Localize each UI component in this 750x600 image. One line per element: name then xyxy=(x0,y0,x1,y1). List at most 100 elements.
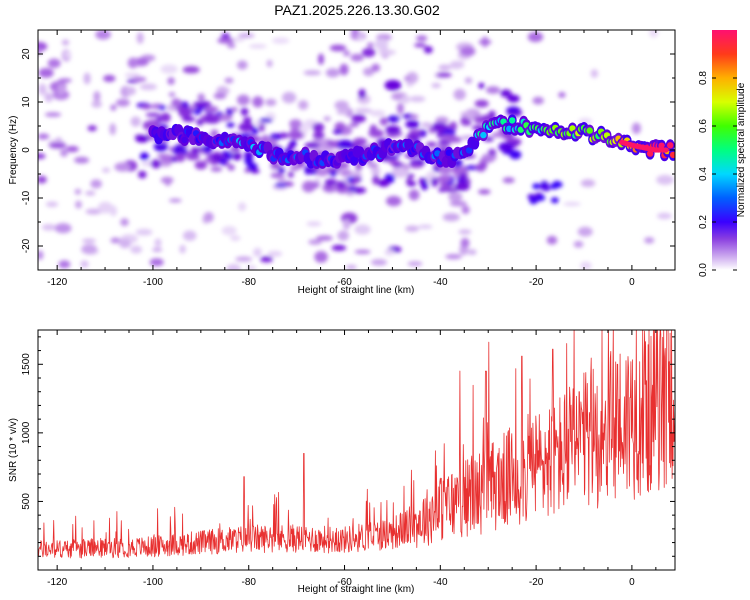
heatmap-cell xyxy=(580,179,596,188)
heatmap-cell xyxy=(314,251,328,263)
heatmap-cell xyxy=(270,172,284,179)
heatmap-cell xyxy=(454,181,470,191)
colorbar-label: Normalized spectral amplitude xyxy=(736,82,747,217)
heatmap-cell xyxy=(60,148,68,157)
x-tick-label: -40 xyxy=(433,277,448,288)
spectrogram-xlabel: Height of straight line (km) xyxy=(298,285,415,296)
heatmap-cell xyxy=(337,230,350,241)
colorbar-tick-label: 0.8 xyxy=(698,71,709,85)
heatmap-cell xyxy=(474,99,489,108)
heatmap-cell xyxy=(244,156,254,165)
heatmap-cell xyxy=(278,166,285,174)
snr-background xyxy=(38,330,675,570)
heatmap-cell xyxy=(308,239,322,245)
heatmap-cell xyxy=(448,192,463,202)
heatmap-cell xyxy=(478,39,492,45)
heatmap-cell xyxy=(408,129,423,134)
heatmap-cell xyxy=(85,190,96,196)
heatmap-cell xyxy=(527,193,536,200)
heatmap-cell xyxy=(580,261,592,270)
heatmap-cell xyxy=(145,112,161,117)
heatmap-cell xyxy=(172,148,188,155)
heatmap-cell xyxy=(465,147,473,154)
heatmap-cell xyxy=(387,115,400,123)
heatmap-cell xyxy=(464,77,473,84)
heatmap-cell xyxy=(386,195,402,207)
heatmap-cell xyxy=(48,142,67,149)
heatmap-cell xyxy=(80,260,89,268)
heatmap-cell xyxy=(366,162,379,168)
heatmap-cell xyxy=(175,153,186,162)
y-tick-label: 1500 xyxy=(21,353,32,376)
heatmap-cell xyxy=(345,265,357,270)
colorbar-tick-label: 0.4 xyxy=(698,167,709,181)
heatmap-cell xyxy=(203,212,214,223)
heatmap-cell xyxy=(372,175,380,185)
heatmap-cell xyxy=(253,247,262,257)
heatmap-cell xyxy=(384,80,402,91)
heatmap-cell xyxy=(326,140,335,146)
heatmap-cell xyxy=(203,113,215,124)
heatmap-cell xyxy=(266,59,273,68)
heatmap-cell xyxy=(124,72,141,78)
heatmap-cell xyxy=(182,116,196,122)
heatmap-cell xyxy=(350,156,358,163)
heatmap-cell xyxy=(157,153,170,159)
heatmap-cell xyxy=(425,141,437,148)
heatmap-cell xyxy=(64,50,71,59)
heatmap-cell xyxy=(358,88,366,99)
heatmap-cell xyxy=(315,168,329,177)
heatmap-cell xyxy=(190,146,200,155)
heatmap-cell xyxy=(406,71,419,84)
heatmap-cell xyxy=(44,112,62,117)
heatmap-cell xyxy=(485,86,501,94)
heatmap-cell xyxy=(436,175,453,183)
heatmap-cell xyxy=(329,170,337,177)
heatmap-cell xyxy=(410,114,419,120)
heatmap-cell xyxy=(420,122,433,128)
y-tick-label: 0 xyxy=(21,147,32,153)
heatmap-cell xyxy=(248,44,267,49)
heatmap-cell xyxy=(154,238,162,247)
heatmap-cell xyxy=(423,46,433,54)
heatmap-cell xyxy=(478,82,485,89)
heatmap-cell xyxy=(507,94,520,103)
snr-panel: -120 -100 -80 -60 -40 -20 0 500 1000 1500 Height… xyxy=(8,329,676,595)
heatmap-cell xyxy=(182,66,200,74)
heatmap-cell xyxy=(442,188,459,193)
heatmap-cell xyxy=(227,164,235,171)
heatmap-cell xyxy=(421,180,428,191)
heatmap-cell xyxy=(325,184,333,190)
heatmap-cell xyxy=(371,166,381,176)
spectrogram-ylabel: Frequency (Hz) xyxy=(8,116,19,185)
snr-y-ticks: 500 1000 1500 xyxy=(21,336,675,571)
heatmap-cell xyxy=(130,116,141,127)
heatmap-cell xyxy=(186,153,200,161)
heatmap-cell xyxy=(38,83,47,96)
heatmap-cell xyxy=(306,221,322,227)
heatmap-cell xyxy=(324,178,338,185)
heatmap-cell xyxy=(194,160,208,170)
heatmap-cell xyxy=(361,47,376,58)
heatmap-cell xyxy=(369,124,377,134)
heatmap-cell xyxy=(460,116,468,126)
colorbar-gradient xyxy=(712,30,737,270)
heatmap-cell xyxy=(467,249,477,256)
heatmap-cell xyxy=(546,235,558,245)
heatmap-cell xyxy=(590,69,599,78)
heatmap-cell xyxy=(47,58,61,69)
heatmap-cell xyxy=(558,92,566,98)
heatmap-cell xyxy=(406,132,420,141)
heatmap-cell xyxy=(289,164,300,171)
heatmap-cell xyxy=(149,258,164,267)
heatmap-cell xyxy=(409,95,426,103)
heatmap-cell xyxy=(573,240,584,248)
heatmap-cell xyxy=(75,200,82,209)
heatmap-cell xyxy=(272,37,290,44)
heatmap-cell xyxy=(332,129,343,135)
heatmap-cell xyxy=(336,109,351,115)
x-tick-label: -100 xyxy=(143,277,163,288)
heatmap-cell xyxy=(649,30,659,38)
colorbar-ticks: 0.0 0.2 0.4 0.6 0.8 xyxy=(698,71,737,277)
